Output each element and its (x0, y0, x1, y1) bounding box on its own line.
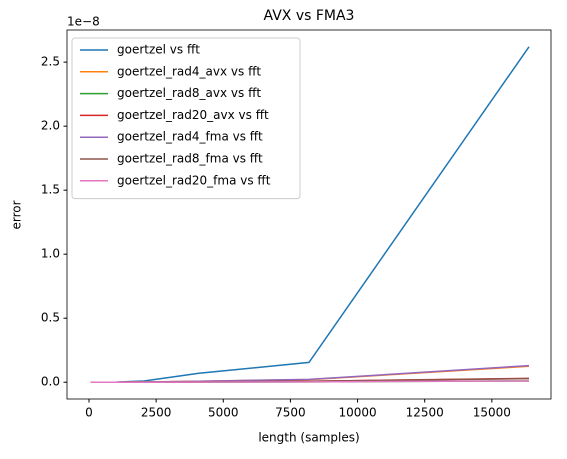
series-line (90, 380, 530, 383)
legend-label: goertzel_rad8_fma vs fft (117, 152, 263, 166)
x-tick-label: 5000 (208, 406, 239, 420)
y-tick-label: 1.0 (41, 247, 60, 261)
plot-frame (66, 29, 552, 400)
y-offset-label: 1e−8 (67, 15, 100, 29)
legend-box (71, 37, 301, 200)
chart-title: AVX vs FMA3 (264, 8, 355, 24)
legend-label: goertzel_rad4_avx vs fft (117, 64, 261, 78)
y-tick-label: 2.0 (41, 119, 60, 133)
x-axis-label: length (samples) (258, 431, 359, 445)
legend-label: goertzel vs fft (117, 43, 200, 57)
legend-label: goertzel_rad20_avx vs fft (117, 108, 269, 122)
legend-label: goertzel_rad4_fma vs fft (117, 130, 263, 144)
y-tick-label: 0.5 (41, 311, 60, 325)
x-tick-label: 0 (85, 406, 93, 420)
x-tick-label: 15000 (473, 406, 511, 420)
y-tick-label: 1.5 (41, 183, 60, 197)
legend-label: goertzel_rad8_avx vs fft (117, 86, 261, 100)
x-tick-label: 2500 (141, 406, 172, 420)
y-tick-label: 2.5 (41, 55, 60, 69)
legend-label: goertzel_rad20_fma vs fft (117, 173, 271, 187)
y-tick-label: 0.0 (41, 375, 60, 389)
x-tick-label: 7500 (275, 406, 306, 420)
x-tick-label: 12500 (406, 406, 444, 420)
x-tick-label: 10000 (338, 406, 376, 420)
y-axis-label: error (10, 200, 24, 229)
